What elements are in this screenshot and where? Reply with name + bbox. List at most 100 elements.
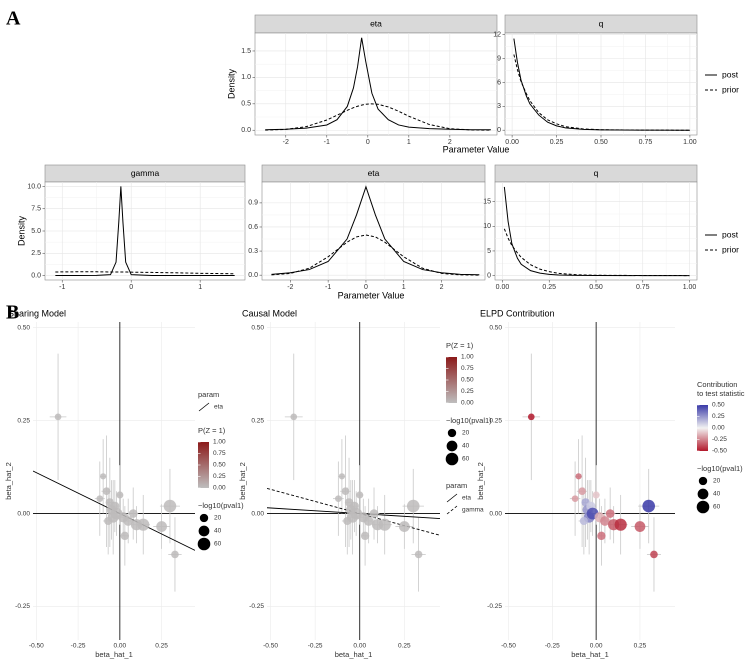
x-tick-label: 0.50 [589,284,603,291]
y-tick-label: 0.0 [248,272,258,279]
legend-label: post [722,229,739,239]
size-key [697,488,709,500]
legend-label: eta [214,404,223,411]
colorbar-label: 0.75 [461,365,474,372]
y-tick-label: 10 [483,223,491,230]
x-tick-label: 1.00 [683,139,697,146]
point [156,521,167,532]
x-tick-label: -0.50 [501,643,516,650]
y-tick-label: 0.6 [248,224,258,231]
point [343,516,352,526]
x-tick-label: -0.50 [29,643,44,650]
colorbar-label: 0.25 [461,388,474,395]
y-tick-label: 0.00 [17,510,30,517]
y-axis-label: beta_hat_2 [4,462,13,500]
chart-title: Causal Model [242,308,297,318]
x-tick-label: -2 [283,139,289,146]
point [579,516,588,526]
y-tick-label: 0.25 [251,417,264,424]
point [578,487,586,496]
size-label: 40 [713,491,721,498]
legend-title: to test statistic [697,389,745,398]
size-label: 40 [214,528,222,535]
legend-label: eta [462,495,471,502]
x-tick-label: -1 [59,284,65,291]
x-tick-label: 0 [364,284,368,291]
x-tick-label: -1 [325,284,331,291]
size-label: 40 [462,443,470,450]
y-tick-label: 3 [497,103,501,110]
x-tick-label: -2 [287,284,293,291]
colorbar-label: 0.25 [213,473,226,480]
point [137,518,150,531]
colorbar-label: 0.50 [213,462,226,469]
colorbar-label: 1.00 [461,354,474,361]
point [104,516,113,526]
colorbar [697,405,708,451]
point [378,518,391,531]
colorbar-label: 0.00 [712,425,725,432]
colorbar-label: -0.50 [712,448,727,455]
y-axis-label: Density [226,68,236,99]
size-key [447,428,457,438]
size-key [445,452,459,466]
point [290,413,298,421]
x-tick-label: -0.25 [545,643,560,650]
strip-title: eta [370,18,382,28]
size-label: 60 [462,456,470,463]
point [369,509,379,518]
y-tick-label: 0.25 [489,417,502,424]
x-tick-label: 0.25 [398,643,411,650]
legend-title: Contribution [697,380,737,389]
x-tick-label: 0.25 [550,139,564,146]
x-tick-label: 2 [448,139,452,146]
plot-area [505,322,675,640]
colorbar-label: 1.00 [213,439,226,446]
point [634,521,646,532]
size-label: 20 [462,430,470,437]
legend-title: −log10(pval1) [446,416,492,425]
strip-title: q [599,18,604,28]
density-line [513,54,690,131]
y-axis-label: Density [16,215,26,246]
chart-title: ELPD Contribution [480,308,555,318]
legend-label: gamma [462,507,484,514]
x-tick-label: 0.00 [114,643,127,650]
y-tick-label: 0.50 [17,324,30,331]
point [163,499,177,513]
x-tick-label: 0.00 [353,643,366,650]
size-key [198,525,210,537]
y-tick-label: 0.25 [17,417,30,424]
y-tick-label: 5.0 [31,228,41,235]
point [171,550,179,559]
x-axis-label: beta_hat_1 [335,650,373,659]
point [363,516,374,526]
y-tick-label: 7.5 [31,206,41,213]
size-key [446,440,458,452]
point [341,487,350,496]
y-tick-label: 0.0 [241,127,251,134]
point [642,499,656,513]
y-tick-label: -0.25 [15,603,30,610]
point [334,495,342,503]
density-line [55,271,235,275]
y-tick-label: 0.5 [241,101,251,108]
x-tick-label: 0.50 [594,139,608,146]
colorbar [446,357,457,403]
x-axis-label: Parameter Value [338,290,405,300]
x-tick-label: 1 [198,284,202,291]
plot-area [267,322,440,640]
x-axis-label: beta_hat_1 [571,650,609,659]
x-axis-label: beta_hat_1 [95,650,133,659]
x-tick-label: 0 [366,139,370,146]
y-tick-label: 0 [487,272,491,279]
colorbar-label: 0.50 [712,402,725,409]
legend-key [446,493,458,503]
x-tick-label: 2 [440,284,444,291]
point [100,473,107,480]
strip-title: gamma [131,168,160,178]
legend-label: prior [722,244,739,254]
legend-key [198,402,210,412]
y-tick-label: 0.0 [31,272,41,279]
